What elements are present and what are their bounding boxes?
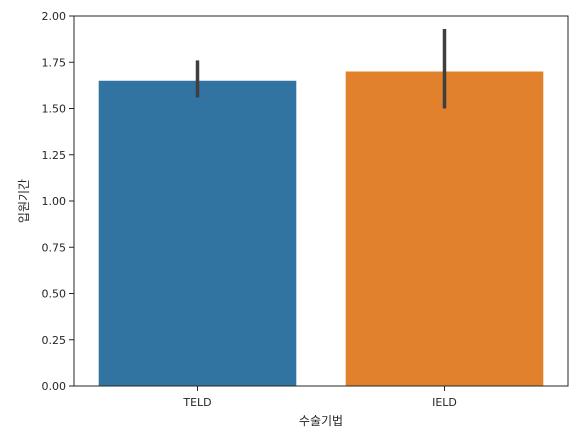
bar-teld bbox=[99, 81, 297, 386]
y-axis-ticks: 0.00 0.25 0.50 0.75 1.00 1.25 1.50 1.75 2.00 bbox=[42, 10, 75, 393]
y-tick-label: 0.25 bbox=[42, 334, 67, 347]
y-tick-label: 0.00 bbox=[42, 380, 67, 393]
x-axis-label: 수술기법 bbox=[299, 414, 343, 428]
y-tick-label: 1.00 bbox=[42, 195, 67, 208]
x-tick-label: TELD bbox=[182, 396, 211, 409]
y-tick-label: 0.75 bbox=[42, 241, 67, 254]
y-tick-label: 2.00 bbox=[42, 10, 67, 23]
bar-ield bbox=[346, 72, 544, 387]
y-axis-label: 입원기간 bbox=[17, 179, 31, 223]
x-axis-ticks: TELD IELD bbox=[182, 386, 457, 409]
y-tick-label: 1.75 bbox=[42, 56, 67, 69]
x-tick-label: IELD bbox=[432, 396, 457, 409]
y-tick-label: 0.50 bbox=[42, 288, 67, 301]
y-tick-label: 1.50 bbox=[42, 103, 67, 116]
y-tick-label: 1.25 bbox=[42, 149, 67, 162]
